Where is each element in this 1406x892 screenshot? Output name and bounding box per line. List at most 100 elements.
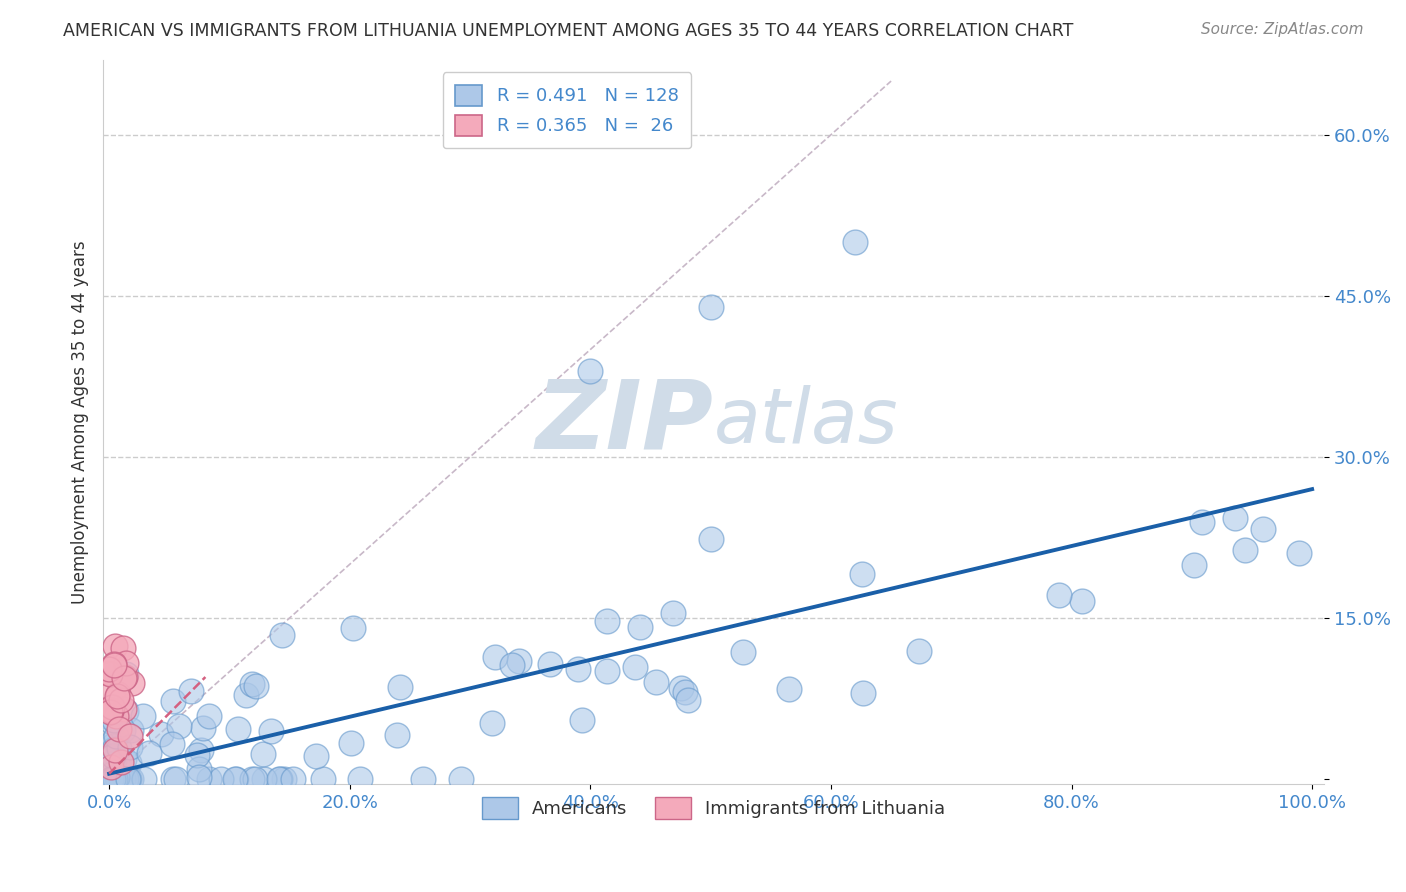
Point — [851, 566, 873, 581]
Point — [273, 772, 295, 786]
Point — [108, 722, 131, 736]
Point — [149, 727, 172, 741]
Point — [100, 772, 122, 786]
Point — [101, 766, 124, 780]
Point — [101, 714, 124, 729]
Point — [104, 743, 127, 757]
Point — [844, 235, 866, 249]
Point — [908, 643, 931, 657]
Point — [103, 657, 125, 672]
Point — [98, 771, 121, 785]
Point — [115, 656, 138, 670]
Point — [138, 747, 160, 761]
Point — [731, 645, 754, 659]
Point — [107, 687, 129, 701]
Point — [281, 772, 304, 786]
Point — [105, 689, 128, 703]
Point — [98, 662, 121, 676]
Point — [389, 680, 412, 694]
Point — [104, 772, 127, 786]
Point — [209, 772, 232, 786]
Point — [110, 772, 132, 786]
Point — [104, 639, 127, 653]
Point — [98, 705, 121, 719]
Point — [104, 667, 127, 681]
Point — [191, 721, 214, 735]
Point — [538, 657, 561, 672]
Point — [1071, 594, 1094, 608]
Point — [1234, 543, 1257, 558]
Point — [180, 684, 202, 698]
Point — [245, 679, 267, 693]
Point — [98, 750, 121, 764]
Point — [245, 772, 267, 786]
Point — [579, 364, 602, 378]
Point — [312, 772, 335, 786]
Point — [101, 684, 124, 698]
Point — [481, 715, 503, 730]
Point — [162, 772, 184, 786]
Point — [628, 620, 651, 634]
Point — [198, 772, 221, 786]
Point — [101, 772, 124, 786]
Point — [188, 762, 211, 776]
Point — [114, 772, 136, 786]
Point — [700, 532, 723, 546]
Point — [305, 749, 328, 764]
Point — [101, 772, 124, 786]
Point — [484, 649, 506, 664]
Point — [271, 628, 294, 642]
Point — [186, 747, 208, 762]
Point — [252, 747, 274, 762]
Y-axis label: Unemployment Among Ages 35 to 44 years: Unemployment Among Ages 35 to 44 years — [72, 240, 89, 604]
Point — [120, 739, 142, 754]
Point — [110, 755, 132, 769]
Text: AMERICAN VS IMMIGRANTS FROM LITHUANIA UNEMPLOYMENT AMONG AGES 35 TO 44 YEARS COR: AMERICAN VS IMMIGRANTS FROM LITHUANIA UN… — [63, 22, 1074, 40]
Point — [105, 709, 128, 723]
Point — [100, 772, 122, 786]
Point — [101, 772, 124, 786]
Point — [103, 754, 125, 768]
Point — [224, 772, 246, 786]
Point — [269, 772, 291, 786]
Point — [132, 709, 155, 723]
Text: ZIP: ZIP — [536, 376, 714, 468]
Point — [644, 674, 666, 689]
Point — [1251, 522, 1274, 536]
Point — [571, 713, 593, 727]
Point — [121, 676, 143, 690]
Point — [187, 770, 209, 784]
Point — [1047, 589, 1070, 603]
Point — [118, 772, 141, 786]
Point — [342, 621, 364, 635]
Point — [98, 709, 121, 723]
Point — [101, 749, 124, 764]
Point — [110, 693, 132, 707]
Point — [235, 689, 257, 703]
Point — [115, 772, 138, 786]
Point — [225, 772, 247, 786]
Point — [1182, 558, 1205, 572]
Point — [103, 742, 125, 756]
Point — [105, 730, 128, 744]
Point — [115, 772, 138, 786]
Point — [114, 670, 136, 684]
Point — [120, 772, 142, 786]
Point — [567, 662, 589, 676]
Point — [103, 733, 125, 747]
Point — [349, 772, 371, 786]
Point — [105, 772, 128, 786]
Point — [160, 737, 183, 751]
Point — [662, 606, 685, 620]
Point — [108, 772, 131, 786]
Point — [240, 772, 263, 786]
Point — [134, 772, 156, 786]
Point — [778, 682, 800, 697]
Point — [98, 761, 121, 775]
Point — [112, 752, 135, 766]
Point — [508, 654, 530, 668]
Point — [595, 615, 617, 629]
Point — [112, 671, 135, 685]
Point — [108, 772, 131, 786]
Point — [669, 681, 692, 695]
